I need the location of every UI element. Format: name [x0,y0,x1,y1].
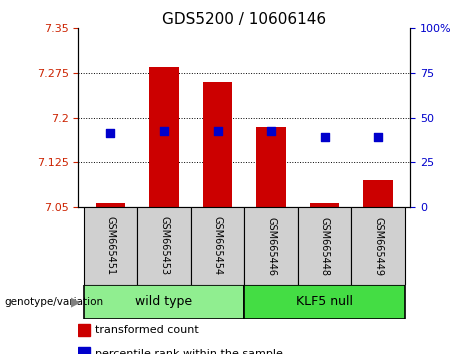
Bar [84,285,244,319]
Point [214,128,221,134]
Text: genotype/variation: genotype/variation [5,297,104,307]
Text: GSM665453: GSM665453 [159,216,169,276]
Bar [256,127,286,207]
Text: GSM665449: GSM665449 [373,217,383,275]
Bar [84,207,137,285]
Bar [363,180,393,207]
Point [321,134,328,139]
Bar [244,285,405,319]
Point [107,130,114,136]
Bar [78,324,90,336]
Bar [137,207,191,285]
Point [267,128,275,134]
Text: transformed count: transformed count [95,325,199,335]
Bar [244,207,298,285]
Point [160,128,168,134]
Text: GSM665448: GSM665448 [319,217,330,275]
Bar [351,207,405,285]
Text: GSM665454: GSM665454 [213,216,223,276]
Bar [149,67,179,207]
Text: GSM665446: GSM665446 [266,217,276,275]
Bar [203,82,232,207]
Bar [96,203,125,207]
Text: GSM665451: GSM665451 [106,216,116,276]
Point [374,134,382,139]
Bar [298,207,351,285]
Text: KLF5 null: KLF5 null [296,295,353,308]
Bar [191,207,244,285]
Text: percentile rank within the sample: percentile rank within the sample [95,349,283,354]
Title: GDS5200 / 10606146: GDS5200 / 10606146 [162,12,326,27]
Bar [78,347,90,354]
Text: ▶: ▶ [71,295,81,308]
Text: wild type: wild type [136,295,193,308]
Bar [310,203,339,207]
